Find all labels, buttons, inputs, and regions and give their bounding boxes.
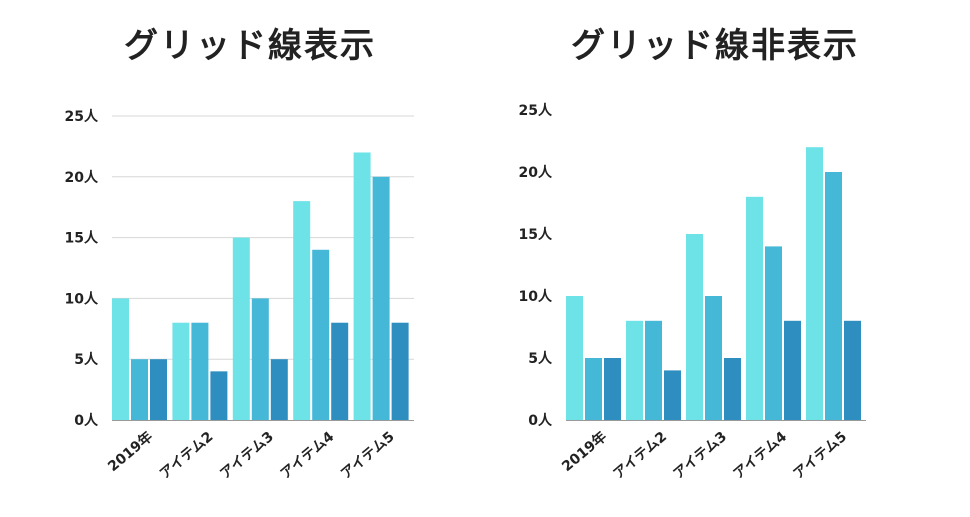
bar [353, 152, 371, 421]
bar [645, 320, 662, 420]
y-tick-label: 10人 [519, 288, 553, 305]
bar [150, 359, 167, 420]
y-tick-label: 10人 [65, 290, 99, 307]
bar [270, 359, 288, 420]
bar [604, 358, 621, 420]
chart-title-grid-shown: グリッド線表示 [124, 26, 376, 66]
x-tick-label: アイテム3 [670, 429, 730, 483]
y-tick-label: 25人 [519, 102, 553, 119]
bar [844, 320, 861, 420]
bar [585, 358, 602, 420]
bar [626, 320, 643, 420]
bar [746, 196, 763, 420]
chart-2: 0人 5人 10人 15人 20人 25人 2019年 アイテム2 アイテム3 アイテム4 アイテム… [519, 102, 866, 482]
bar [825, 172, 842, 420]
bar [293, 201, 311, 420]
bar [191, 322, 209, 420]
bar [664, 370, 681, 420]
bar [686, 234, 703, 420]
y-tick-label: 0人 [528, 412, 553, 429]
bar [112, 298, 129, 420]
bar [705, 296, 722, 420]
chart-title-grid-hidden: グリッド線非表示 [571, 26, 859, 66]
bar [391, 322, 409, 420]
bar [210, 371, 228, 420]
x-tick-label: アイテム2 [157, 429, 217, 483]
bar [566, 296, 583, 420]
x-tick-label: アイテム2 [610, 429, 670, 483]
bar [312, 249, 330, 420]
bar [784, 320, 801, 420]
x-tick-label: アイテム4 [730, 429, 790, 483]
y-tick-label: 5人 [528, 350, 553, 367]
x-tick-label: アイテム4 [278, 429, 338, 483]
bar [765, 246, 782, 420]
y-tick-label: 20人 [519, 164, 553, 181]
x-tick-label: アイテム5 [338, 429, 398, 483]
y-tick-label: 25人 [65, 108, 99, 125]
y-tick-label: 20人 [65, 169, 99, 186]
bar [232, 237, 250, 420]
bar [251, 298, 269, 420]
y-tick-label: 15人 [65, 230, 99, 247]
bar [372, 176, 390, 420]
y-tick-label: 5人 [74, 351, 99, 368]
y-tick-label: 15人 [519, 226, 553, 243]
chart-1: 0人 5人 10人 15人 20人 25人 2019年 アイテム2 アイテム3 アイテム4 アイテム… [65, 108, 414, 482]
y-tick-label: 0人 [74, 412, 99, 429]
bar [172, 322, 190, 420]
bar [724, 358, 741, 420]
x-tick-label: アイテム3 [217, 429, 277, 483]
bar [806, 147, 823, 420]
x-tick-label: 2019年 [559, 428, 611, 475]
x-tick-label: 2019年 [105, 428, 157, 475]
bar [131, 359, 148, 420]
bar [331, 322, 349, 420]
x-tick-label: アイテム5 [790, 429, 850, 483]
